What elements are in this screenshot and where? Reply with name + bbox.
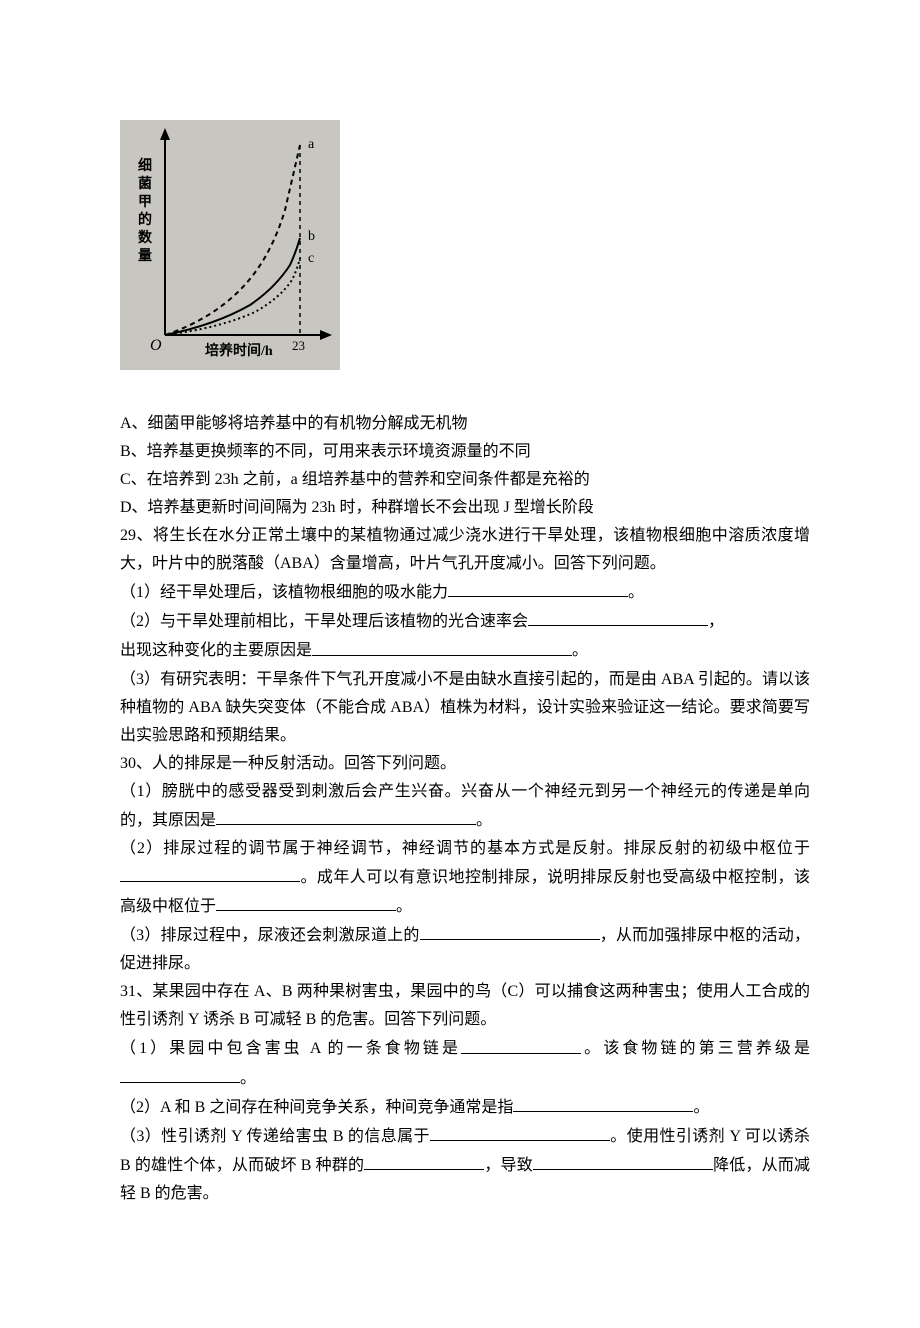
q31-p1-text-b: 。该食物链的第三营养级是 — [581, 1041, 810, 1058]
q30-p2-blank1 — [120, 863, 300, 882]
q31-p3-blank2 — [364, 1151, 484, 1170]
q29-p2-text-a: （2）与干旱处理前相比，干旱处理后该植物的光合速率会 — [120, 613, 528, 630]
q29-p1-text-b: 。 — [628, 584, 644, 601]
q31-p3-text-a: （3）性引诱剂 Y 传递给害虫 B 的信息属于 — [120, 1128, 430, 1145]
series-a-label: a — [308, 137, 315, 152]
series-b-label: b — [308, 229, 315, 244]
q31-p3-blank1 — [430, 1122, 610, 1141]
option-d: D、培养基更新时间间隔为 23h 时，种群增长不会出现 J 型增长阶段 — [120, 494, 810, 522]
svg-text:甲: 甲 — [138, 194, 152, 210]
q29-p1-text-a: （1）经干旱处理后，该植物根细胞的吸水能力 — [120, 584, 448, 601]
q30-p3-text-a: （3）排尿过程中，尿液还会刺激尿道上的 — [120, 927, 420, 944]
q30-part3: （3）排尿过程中，尿液还会刺激尿道上的，从而加强排尿中枢的活动，促进排尿。 — [120, 921, 810, 978]
svg-text:量: 量 — [138, 248, 152, 264]
q31-part2: （2）A 和 B 之间存在种间竞争关系，种间竞争通常是指 。 — [120, 1093, 810, 1122]
x-axis-label: 培养时间/h — [205, 342, 273, 359]
q30-p1-text-b: 。 — [476, 812, 492, 829]
document-body: A、细菌甲能够将培养基中的有机物分解成无机物 B、培养基更换频率的不同，可用来表… — [120, 410, 810, 1208]
q31-p1-blank1 — [461, 1034, 581, 1053]
q31-p3-text-c: ，导致 — [484, 1157, 533, 1174]
q29-p2-blank1 — [528, 607, 708, 626]
q30-p2-text-a: （2）排尿过程的调节属于神经调节，神经调节的基本方式是反射。排尿反射的初级中枢位… — [120, 840, 810, 857]
q30-stem: 30、人的排尿是一种反射活动。回答下列问题。 — [120, 750, 810, 778]
q29-p2-blank2 — [312, 636, 572, 655]
q29-part1: （1）经干旱处理后，该植物根细胞的吸水能力 。 — [120, 578, 810, 607]
option-a: A、细菌甲能够将培养基中的有机物分解成无机物 — [120, 410, 810, 438]
option-c: C、在培养到 23h 之前，a 组培养基中的营养和空间条件都是充裕的 — [120, 466, 810, 494]
svg-text:的: 的 — [138, 211, 152, 228]
q31-p3-blank3 — [533, 1151, 713, 1170]
q29-part3: （3）有研究表明：干旱条件下气孔开度减小不是由缺水直接引起的，而是由 ABA 引… — [120, 666, 810, 750]
q30-p2-blank2 — [216, 892, 396, 911]
x-tick-23: 23 — [292, 338, 305, 353]
q30-part2: （2）排尿过程的调节属于神经调节，神经调节的基本方式是反射。排尿反射的初级中枢位… — [120, 835, 810, 921]
q29-p2-text-b: ， — [708, 613, 724, 630]
q31-part3: （3）性引诱剂 Y 传递给害虫 B 的信息属于。使用性引诱剂 Y 可以诱杀 B … — [120, 1122, 810, 1208]
q29-part2c: 出现这种变化的主要原因是 。 — [120, 636, 810, 665]
q31-stem: 31、某果园中存在 A、B 两种果树害虫，果园中的鸟（C）可以捕食这两种害虫；使… — [120, 978, 810, 1034]
q31-p1-text-c: 。 — [240, 1070, 256, 1087]
q29-p2-text-d: 。 — [572, 643, 588, 660]
q29-p1-blank — [448, 578, 628, 597]
q30-part1: （1）膀胱中的感受器受到刺激后会产生兴奋。兴奋从一个神经元到另一个神经元的传递是… — [120, 778, 810, 835]
q29-stem: 29、将生长在水分正常土壤中的某植物通过减少浇水进行干旱处理，该植物根细胞中溶质… — [120, 522, 810, 578]
series-c-label: c — [308, 251, 314, 266]
y-axis-label-1: 细 — [138, 157, 152, 174]
option-b: B、培养基更换频率的不同，可用来表示环境资源量的不同 — [120, 438, 810, 466]
q31-p2-text-a: （2）A 和 B 之间存在种间竞争关系，种间竞争通常是指 — [120, 1099, 513, 1116]
q31-p1-blank2 — [120, 1064, 240, 1083]
q30-p2-text-c: 。 — [396, 898, 412, 915]
svg-text:数: 数 — [138, 229, 153, 246]
q31-p2-blank — [513, 1093, 693, 1112]
q30-p3-blank — [420, 921, 600, 940]
q31-part1: （1）果园中包含害虫 A 的一条食物链是 。该食物链的第三营养级是。 — [120, 1034, 810, 1092]
origin-label: O — [150, 337, 162, 354]
q31-p2-text-b: 。 — [693, 1099, 709, 1116]
q30-p1-blank — [216, 806, 476, 825]
q31-p1-text-a: （1）果园中包含害虫 A 的一条食物链是 — [120, 1041, 461, 1058]
chart-svg: a b c O 23 培养时间/h 细 菌 甲 的 数 量 — [120, 120, 340, 370]
svg-text:菌: 菌 — [138, 175, 152, 192]
q29-part2: （2）与干旱处理前相比，干旱处理后该植物的光合速率会 ， — [120, 607, 810, 636]
q29-p2-text-c: 出现这种变化的主要原因是 — [120, 643, 312, 660]
growth-curve-chart: a b c O 23 培养时间/h 细 菌 甲 的 数 量 — [120, 120, 810, 380]
